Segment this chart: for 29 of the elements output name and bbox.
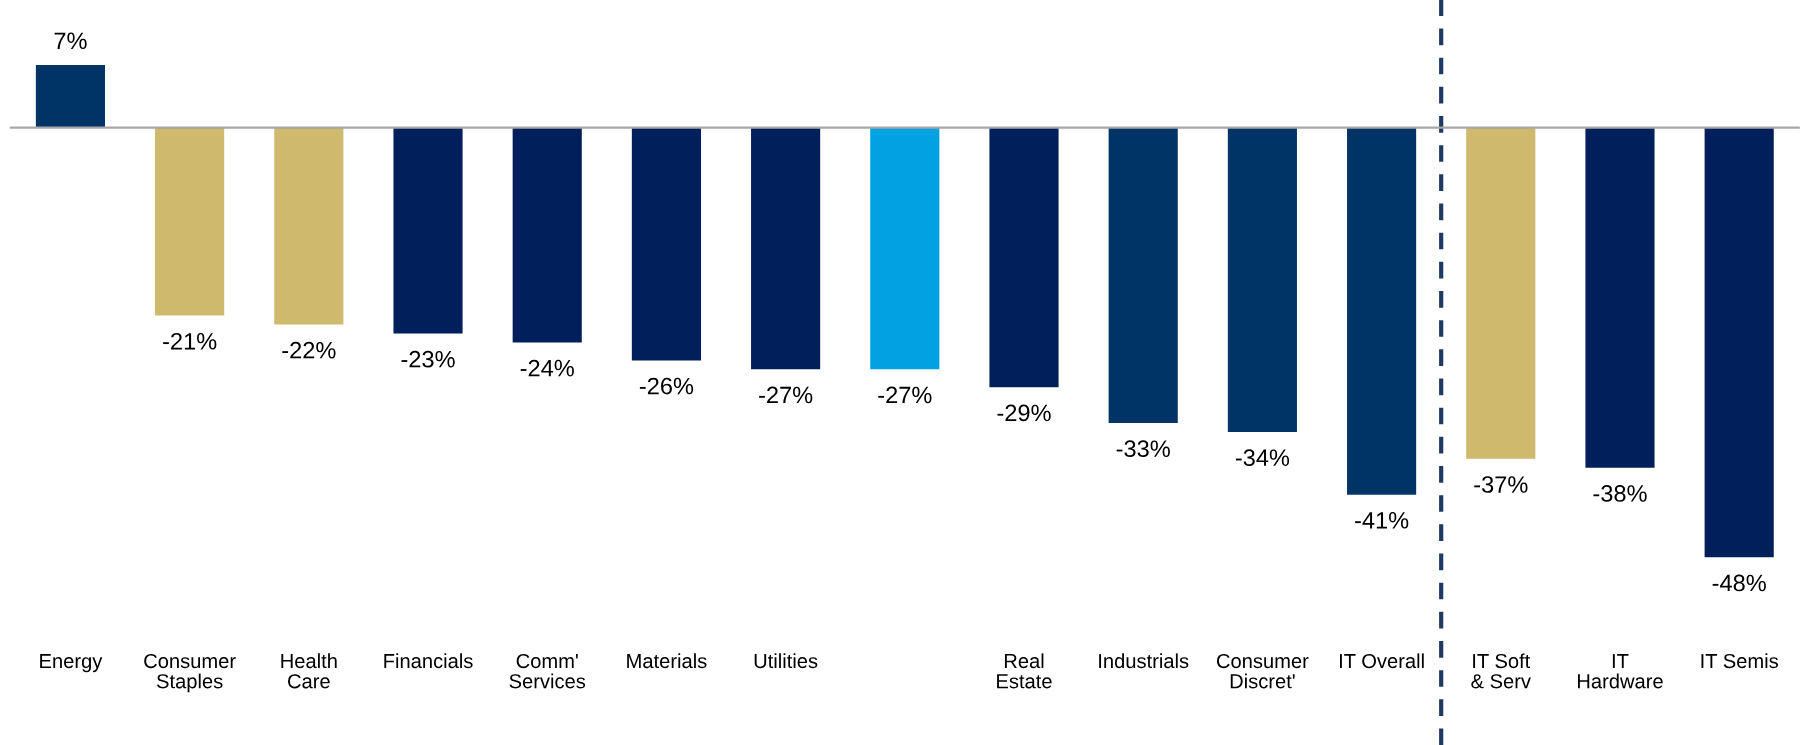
data-label: -26%	[639, 377, 694, 395]
data-label: -33%	[1116, 440, 1170, 458]
x-tick-label: Comm' Services	[509, 653, 586, 689]
data-label: -29%	[997, 404, 1051, 422]
data-label: -22%	[282, 341, 336, 359]
data-label: -37%	[1474, 476, 1528, 493]
x-tick-label: IT Overall	[1339, 653, 1424, 669]
x-tick-label: IT Hardware	[1577, 654, 1663, 689]
x-tick-label: Materials	[627, 653, 707, 669]
x-tick-label: Utilities	[754, 653, 818, 669]
x-tick-label: Financials	[384, 653, 473, 669]
x-tick-label: IT Soft & Serv	[1471, 653, 1531, 689]
data-label: -24%	[520, 359, 574, 377]
data-label: -27%	[759, 386, 813, 404]
x-tick-label: Consumer Staples	[144, 653, 236, 693]
data-label: -38%	[1593, 485, 1647, 502]
data-label: -23%	[401, 350, 455, 368]
data-label: -48%	[1712, 574, 1766, 592]
data-label: -34%	[1235, 449, 1290, 467]
data-label: 7%	[54, 32, 87, 50]
x-tick-label: Real Estate	[997, 653, 1052, 689]
x-tick-label: IT Semis	[1701, 653, 1778, 669]
x-tick-label: Energy	[40, 654, 103, 673]
x-tick-label: Consumer Discret'	[1216, 653, 1309, 689]
x-tick-label: Industrials	[1099, 653, 1189, 669]
data-label: -21%	[163, 332, 217, 350]
x-tick-label: Health Care	[281, 653, 337, 689]
data-label: -41%	[1355, 512, 1409, 529]
data-label: -27%	[878, 386, 932, 404]
